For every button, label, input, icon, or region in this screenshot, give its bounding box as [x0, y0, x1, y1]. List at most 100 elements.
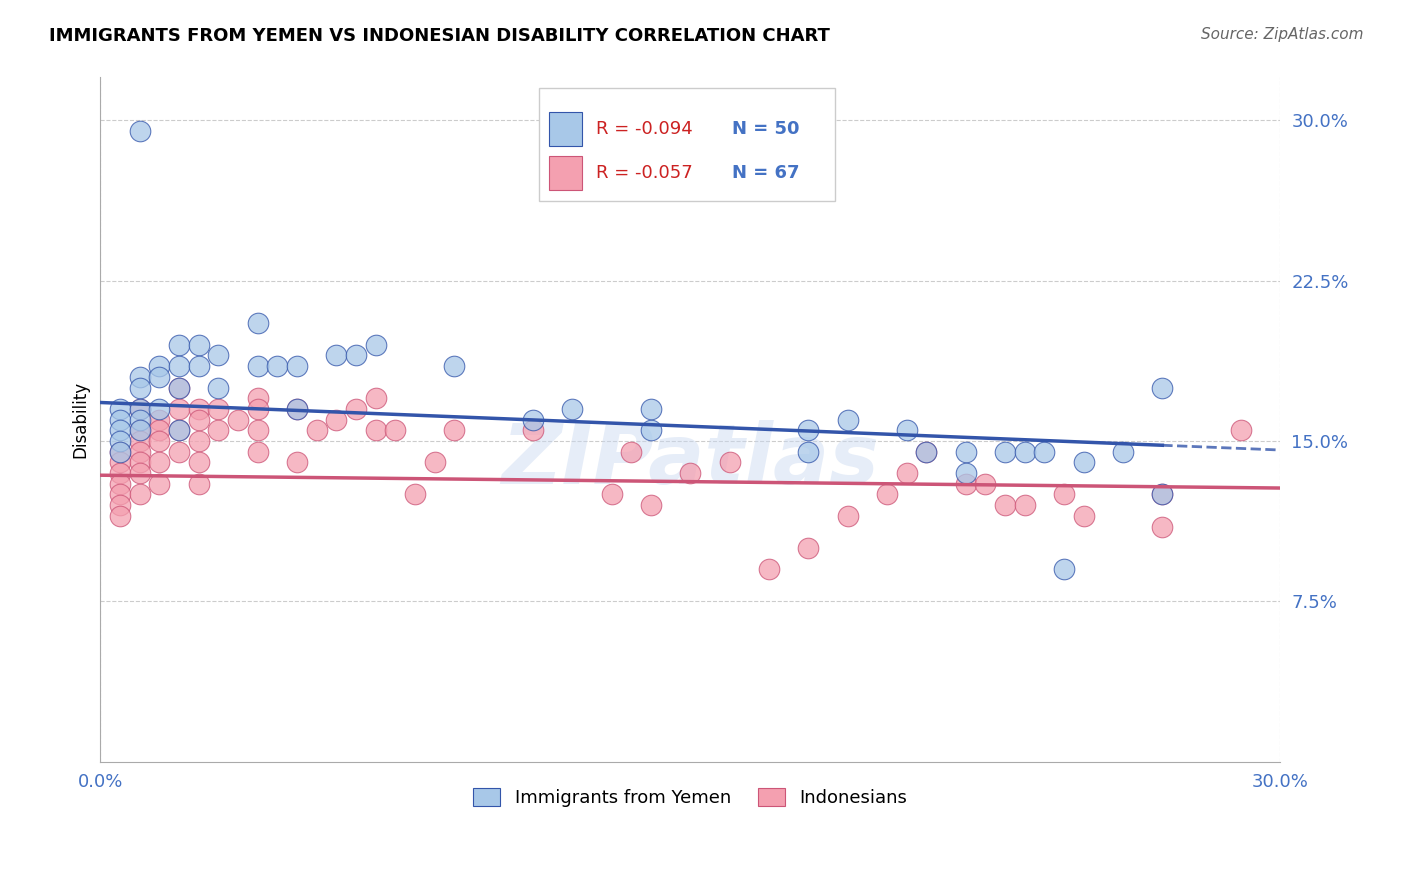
Point	[108, 401, 131, 416]
Point	[955, 444, 977, 458]
Point	[994, 444, 1017, 458]
Point	[1112, 444, 1135, 458]
Point	[207, 423, 229, 437]
Point	[167, 423, 190, 437]
Text: N = 50: N = 50	[731, 120, 799, 137]
Point	[837, 508, 859, 523]
Point	[285, 401, 308, 416]
Point	[246, 423, 269, 437]
Point	[640, 498, 662, 512]
Point	[266, 359, 288, 373]
Point	[955, 466, 977, 480]
Point	[344, 401, 367, 416]
Point	[108, 508, 131, 523]
Point	[246, 444, 269, 458]
Point	[187, 337, 209, 351]
Point	[167, 401, 190, 416]
Text: IMMIGRANTS FROM YEMEN VS INDONESIAN DISABILITY CORRELATION CHART: IMMIGRANTS FROM YEMEN VS INDONESIAN DISA…	[49, 27, 830, 45]
Point	[108, 444, 131, 458]
Point	[1152, 487, 1174, 501]
Point	[226, 412, 249, 426]
Point	[285, 359, 308, 373]
Point	[364, 391, 387, 405]
Point	[1152, 380, 1174, 394]
Point	[1073, 508, 1095, 523]
Point	[187, 359, 209, 373]
Point	[108, 444, 131, 458]
Point	[167, 444, 190, 458]
Point	[325, 348, 347, 362]
Bar	[548, 112, 582, 146]
Point	[285, 401, 308, 416]
Point	[167, 380, 190, 394]
Point	[128, 401, 150, 416]
Point	[246, 401, 269, 416]
Point	[522, 423, 544, 437]
Point	[797, 444, 820, 458]
Point	[364, 423, 387, 437]
Point	[187, 401, 209, 416]
Point	[994, 498, 1017, 512]
Text: ZIPatlas: ZIPatlas	[502, 420, 879, 501]
Point	[896, 423, 918, 437]
Text: R = -0.094: R = -0.094	[596, 120, 693, 137]
Point	[108, 498, 131, 512]
Point	[896, 466, 918, 480]
Point	[187, 455, 209, 469]
Point	[1073, 455, 1095, 469]
Point	[758, 562, 780, 576]
Point	[246, 317, 269, 331]
Point	[128, 124, 150, 138]
Point	[187, 434, 209, 448]
Point	[1014, 444, 1036, 458]
Point	[561, 401, 583, 416]
Point	[108, 476, 131, 491]
Point	[679, 466, 702, 480]
Point	[364, 337, 387, 351]
Point	[148, 423, 170, 437]
Point	[108, 487, 131, 501]
Point	[620, 444, 643, 458]
Point	[1033, 444, 1056, 458]
Point	[1230, 423, 1253, 437]
Point	[207, 348, 229, 362]
Point	[325, 412, 347, 426]
Point	[1152, 487, 1174, 501]
Point	[404, 487, 426, 501]
Point	[128, 412, 150, 426]
Point	[108, 412, 131, 426]
Point	[443, 359, 465, 373]
Point	[128, 466, 150, 480]
Point	[128, 380, 150, 394]
Legend: Immigrants from Yemen, Indonesians: Immigrants from Yemen, Indonesians	[465, 780, 915, 814]
Point	[246, 391, 269, 405]
Point	[187, 412, 209, 426]
Point	[1014, 498, 1036, 512]
Point	[128, 434, 150, 448]
Y-axis label: Disability: Disability	[72, 381, 89, 458]
Point	[207, 401, 229, 416]
Point	[167, 380, 190, 394]
Point	[148, 401, 170, 416]
Point	[915, 444, 938, 458]
Text: R = -0.057: R = -0.057	[596, 164, 693, 182]
Point	[128, 401, 150, 416]
Point	[148, 369, 170, 384]
Point	[344, 348, 367, 362]
Point	[1053, 562, 1076, 576]
Point	[423, 455, 446, 469]
Point	[148, 412, 170, 426]
Point	[187, 476, 209, 491]
Point	[640, 401, 662, 416]
Point	[148, 476, 170, 491]
Point	[285, 455, 308, 469]
Point	[384, 423, 406, 437]
Point	[207, 380, 229, 394]
Point	[955, 476, 977, 491]
Point	[876, 487, 898, 501]
Text: Source: ZipAtlas.com: Source: ZipAtlas.com	[1201, 27, 1364, 42]
Point	[108, 455, 131, 469]
Point	[108, 466, 131, 480]
Point	[718, 455, 741, 469]
Point	[128, 487, 150, 501]
